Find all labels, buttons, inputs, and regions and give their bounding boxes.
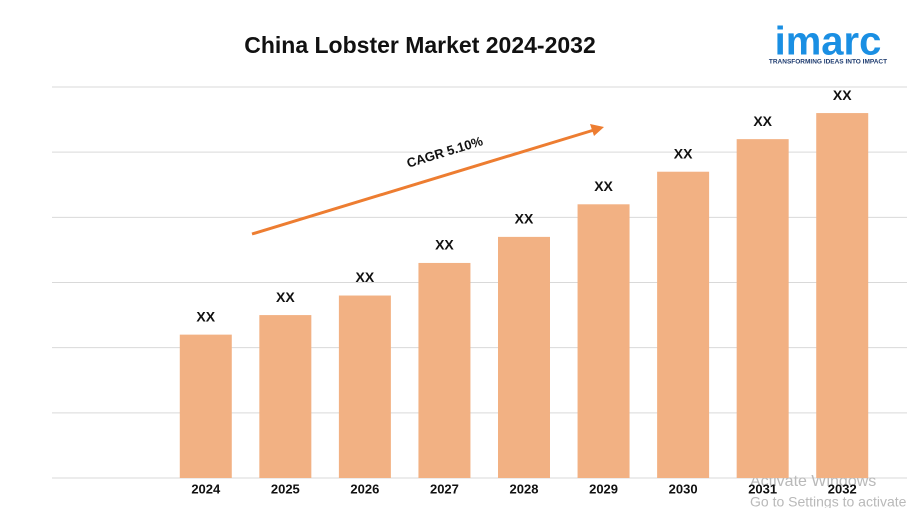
bar [736, 139, 789, 478]
x-tick-label: 2030 [669, 481, 698, 496]
bar [816, 113, 869, 479]
value-label: XX [196, 308, 215, 324]
logo-tagline: TRANSFORMING IDEAS INTO IMPACT [769, 59, 887, 66]
value-label: XX [594, 178, 613, 194]
x-tick-label: 2032 [828, 481, 857, 496]
x-tick-label: 2024 [191, 481, 221, 496]
value-label: XX [276, 289, 295, 305]
value-label: XX [515, 211, 534, 227]
x-tick-label: 2027 [430, 481, 459, 496]
bar [657, 171, 710, 478]
value-label: XX [435, 237, 454, 253]
bar [259, 315, 312, 478]
chart-title: China Lobster Market 2024-2032 [244, 32, 596, 58]
x-tick-label: 2031 [748, 481, 777, 496]
value-label: XX [356, 269, 375, 285]
watermark: Go to Settings to activate Windows. [750, 494, 907, 508]
value-label: XX [753, 113, 772, 129]
value-label: XX [674, 145, 693, 161]
x-tick-label: 2029 [589, 481, 618, 496]
bar [338, 295, 391, 478]
x-tick-label: 2026 [350, 481, 379, 496]
bar [498, 236, 550, 478]
x-tick-label: 2028 [510, 481, 539, 496]
x-tick-label: 2025 [271, 481, 300, 496]
logo: imarc [775, 20, 882, 64]
value-label: XX [833, 87, 852, 103]
cagr-arrow [251, 128, 595, 236]
bar [179, 334, 232, 478]
bar [418, 262, 471, 478]
bar [577, 204, 630, 479]
cagr-arrowhead [590, 124, 604, 136]
